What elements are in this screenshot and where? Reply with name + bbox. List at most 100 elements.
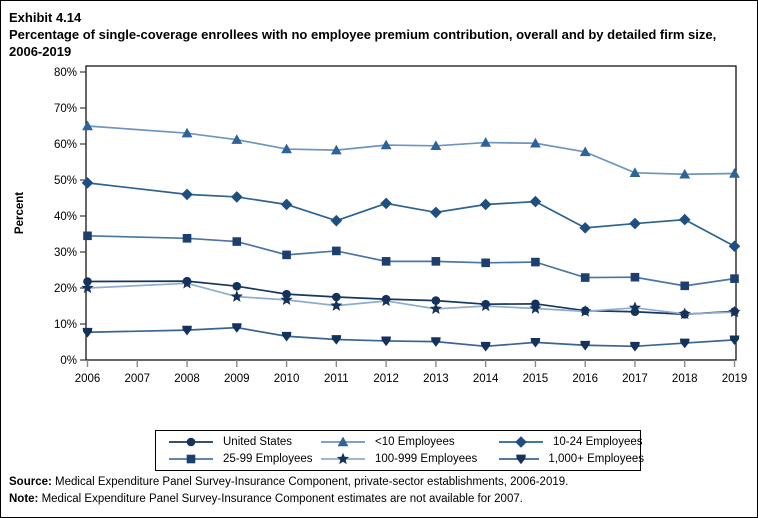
diamond-marker [515, 436, 527, 448]
circle-marker [431, 296, 441, 305]
pentagon-down-marker [580, 340, 590, 351]
star-marker [579, 305, 592, 317]
series-1-000-employees [82, 323, 740, 352]
note-line: Note: Medical Expenditure Panel Survey-I… [9, 491, 754, 508]
exhibit-label: Exhibit 4.14 [9, 10, 82, 25]
source-text: Medical Expenditure Panel Survey-Insuran… [51, 476, 569, 488]
triangle-up-legend-swatch [321, 436, 365, 447]
legend-item-100-999-employees: 100-999 Employees [320, 452, 498, 466]
triangle-up-marker [579, 146, 591, 157]
star-marker [180, 276, 194, 289]
triangle-up-marker [380, 139, 392, 150]
pentagon-down-marker [729, 335, 740, 346]
y-tick-label: 70% [54, 103, 77, 115]
pentagon-down-marker [679, 338, 690, 349]
legend-item-united-states: United States [168, 435, 320, 449]
y-tick-label: 40% [54, 211, 77, 223]
triangle-up-marker [281, 143, 292, 154]
y-tick-label: 50% [54, 175, 77, 187]
diamond-marker [728, 240, 741, 253]
square-marker [83, 231, 92, 241]
x-tick-label: 2007 [124, 373, 150, 385]
square-marker [186, 454, 196, 464]
triangle-up-marker [530, 137, 541, 148]
diamond-marker [629, 217, 641, 230]
square-marker [630, 272, 640, 282]
pentagon-down-marker [516, 454, 526, 465]
legend-item-10-24-employees: 10-24 Employees [498, 435, 644, 449]
y-tick-label: 10% [54, 319, 77, 331]
pentagon-down-marker [480, 341, 491, 352]
triangle-up-marker [629, 167, 641, 177]
pentagon-down-marker [182, 325, 192, 336]
legend-label: <10 Employees [375, 436, 455, 448]
pentagon-down-marker [381, 336, 391, 347]
x-tick-label: 2015 [523, 373, 549, 385]
y-tick-label: 60% [54, 139, 77, 151]
square-legend-swatch [169, 454, 213, 464]
square-marker [680, 281, 690, 291]
star-marker [678, 307, 691, 320]
diamond-marker [678, 213, 691, 226]
square-marker [531, 257, 540, 267]
legend-label: 25-99 Employees [223, 453, 313, 465]
diamond-marker [579, 222, 591, 234]
star-marker [336, 452, 350, 465]
x-tick-label: 2014 [473, 373, 499, 385]
series-10-employees [82, 120, 740, 179]
chart-legend: United States <10 Employees 10-24 Employee… [155, 430, 644, 471]
x-tick-label: 2009 [224, 373, 250, 385]
chart-footer: Source: Medical Expenditure Panel Survey… [9, 474, 754, 507]
diamond-marker [181, 188, 193, 201]
diamond-marker [479, 198, 492, 211]
diamond-marker [430, 206, 442, 219]
x-tick-label: 2011 [324, 373, 349, 385]
diamond-marker [529, 195, 542, 208]
circle-marker [186, 437, 196, 447]
triangle-up-marker [679, 168, 691, 179]
diamond-marker [330, 214, 343, 227]
circle-legend-swatch [169, 437, 213, 447]
pentagon-down-marker [281, 331, 292, 342]
star-marker [628, 301, 642, 313]
chart-header: Exhibit 4.14 Percentage of single-covera… [9, 9, 751, 60]
x-axis: 2006 2007 2008 2009 2010 2011 2012 2013 2014 2015… [75, 360, 748, 385]
triangle-up-marker [430, 140, 442, 150]
diamond-marker [81, 177, 94, 189]
source-label: Source: [9, 476, 52, 488]
legend-item-25-99-employees: 25-99 Employees [168, 452, 320, 466]
square-marker [481, 258, 490, 268]
note-text: Medical Expenditure Panel Survey-Insuran… [38, 492, 523, 505]
x-tick-label: 2006 [75, 373, 101, 385]
x-tick-label: 2013 [423, 373, 449, 385]
pentagon-down-marker [232, 323, 242, 333]
legend-item-1-000-employees: 1,000+ Employees [498, 452, 644, 466]
square-marker [232, 237, 242, 246]
star-marker [429, 302, 442, 315]
source-line: Source: Medical Expenditure Panel Survey… [9, 474, 754, 491]
star-marker [529, 302, 542, 314]
square-marker [730, 274, 739, 283]
legend-label: 100-999 Employees [375, 453, 478, 465]
square-marker [381, 257, 391, 266]
x-tick-label: 2019 [722, 373, 748, 385]
star-marker [380, 294, 393, 307]
square-marker [431, 257, 441, 266]
star-marker [479, 299, 492, 312]
x-tick-label: 2018 [672, 373, 698, 385]
star-marker [330, 299, 343, 311]
diamond-marker [380, 197, 392, 210]
x-tick-label: 2016 [572, 373, 598, 385]
y-tick-label: 0% [60, 355, 77, 367]
circle-marker [232, 281, 242, 291]
triangle-up-marker [330, 144, 342, 155]
star-marker [728, 305, 741, 318]
pentagon-down-marker [630, 341, 640, 352]
x-tick-label: 2010 [274, 373, 300, 385]
pentagon-down-marker [82, 327, 93, 338]
legend-label: 1,000+ Employees [548, 453, 644, 465]
y-tick-label: 30% [54, 247, 77, 259]
triangle-up-marker [82, 120, 93, 131]
